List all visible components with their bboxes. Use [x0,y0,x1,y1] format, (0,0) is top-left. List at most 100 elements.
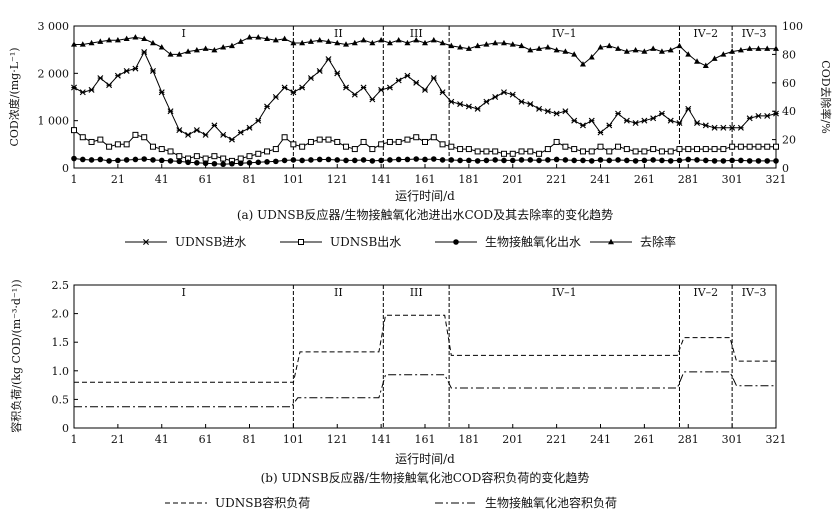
data-point [106,143,113,150]
data-point [571,157,577,164]
data-point [483,41,490,47]
data-point [694,120,701,127]
data-point [711,146,718,153]
data-point [343,157,349,164]
data-point [562,143,569,150]
data-point [351,146,358,153]
data-point [658,110,665,117]
data-point [500,150,507,157]
data-point [448,143,455,150]
phase-label: II [334,27,343,40]
y-right-tick-label: 20 [782,134,796,147]
data-point [334,39,341,46]
data-point [272,146,279,153]
data-point [500,89,507,96]
x-tick-label: 221 [546,173,567,186]
data-point [615,157,621,163]
phase-label: IV–1 [552,27,577,40]
data-point [422,39,428,46]
data-point [404,72,411,79]
data-point [123,35,130,41]
data-point [658,48,665,54]
data-point [281,35,288,41]
phase-label: IV–1 [552,286,577,299]
legend-label: 生物接触氧化出水 [485,234,581,249]
data-point [685,146,692,153]
data-point [185,48,192,54]
data-point [729,157,735,164]
data-point [290,141,297,148]
data-point [378,86,385,93]
data-point [158,89,165,96]
data-point [755,158,762,164]
data-point [334,157,341,163]
data-point [422,156,428,163]
data-point [430,156,437,162]
legend-label: 生物接触氧化池容积负荷 [485,495,617,510]
data-point [562,48,569,54]
data-point [176,51,183,57]
data-point [606,148,613,155]
legend-label: UDNSB出水 [330,235,401,249]
x-tick-label: 21 [111,433,125,446]
data-point [518,98,525,105]
data-point [729,48,736,54]
data-point [141,35,148,41]
data-point [167,51,174,57]
data-point [316,67,323,74]
data-point [158,157,165,164]
data-point [272,37,279,43]
data-point [395,77,402,84]
data-point [88,39,95,46]
data-point [430,37,437,43]
data-point [676,157,683,164]
x-tick-label: 81 [243,173,257,186]
legend-label: 去除率 [640,234,676,249]
data-point [106,158,112,164]
data-point [509,91,516,98]
data-point [615,110,622,117]
chart-b: 1 21 41 61 81 101 121 141 161 181 201 221 241 261 281 3… [9,279,787,510]
y-right-tick-label: 40 [782,105,796,118]
y-right-tick-label: 60 [782,77,796,90]
data-point [264,103,271,110]
data-point [413,134,420,141]
y-tick-label: 2.5 [52,279,70,292]
chart-a-legend: UDNSB进水 UDNSB出水 生物接触氧化出水 去除率 [125,234,676,249]
x-tick-label: 141 [371,173,392,186]
data-point [79,41,86,47]
x-tick-label: 261 [634,173,655,186]
data-point [439,157,446,163]
x-tick-label: 1 [71,173,78,186]
data-point [255,34,262,40]
data-point [149,67,156,74]
data-point [632,46,639,53]
data-point [360,37,367,43]
x-tick-label: 101 [283,173,304,186]
data-point [343,84,350,91]
data-point [492,94,499,100]
data-point [457,146,464,153]
data-point [483,98,490,105]
data-point [387,157,393,163]
data-point [720,158,727,164]
data-point [764,112,771,119]
data-point [588,54,595,60]
data-point [641,117,648,124]
data-point [448,42,455,49]
data-point [720,124,727,131]
x-tick-label: 121 [327,433,348,446]
data-point [114,72,121,79]
data-point [97,156,104,163]
data-point [483,157,490,164]
data-point [465,146,472,153]
legend-label: UDNSB进水 [175,235,246,249]
data-point [588,148,595,155]
data-point [351,39,358,46]
data-point [711,124,718,131]
chart-a-ylabel: COD浓度/(mg·L⁻¹) [7,47,21,146]
data-point [369,39,376,46]
data-point [307,75,314,82]
data-point [149,39,156,46]
data-point [281,134,288,141]
